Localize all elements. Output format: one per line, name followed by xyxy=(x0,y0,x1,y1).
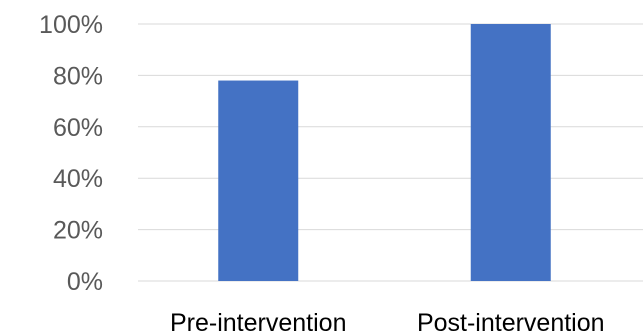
x-category-label: Post-intervention xyxy=(417,309,605,333)
x-axis-categories: Pre-intervention Post-intervention xyxy=(170,309,605,333)
bars xyxy=(218,24,551,281)
y-tick-label: 60% xyxy=(53,114,103,142)
y-tick-label: 0% xyxy=(67,268,103,296)
bar-post-intervention xyxy=(470,24,551,281)
y-tick-label: 80% xyxy=(53,62,103,90)
y-axis-ticks: 0% 20% 40% 60% 80% 100% xyxy=(39,11,103,296)
y-tick-label: 20% xyxy=(53,217,103,245)
gridlines xyxy=(138,23,643,282)
bar-pre-intervention xyxy=(218,80,299,281)
y-tick-label: 100% xyxy=(39,11,103,39)
x-category-label: Pre-intervention xyxy=(170,309,346,333)
y-tick-label: 40% xyxy=(53,165,103,193)
